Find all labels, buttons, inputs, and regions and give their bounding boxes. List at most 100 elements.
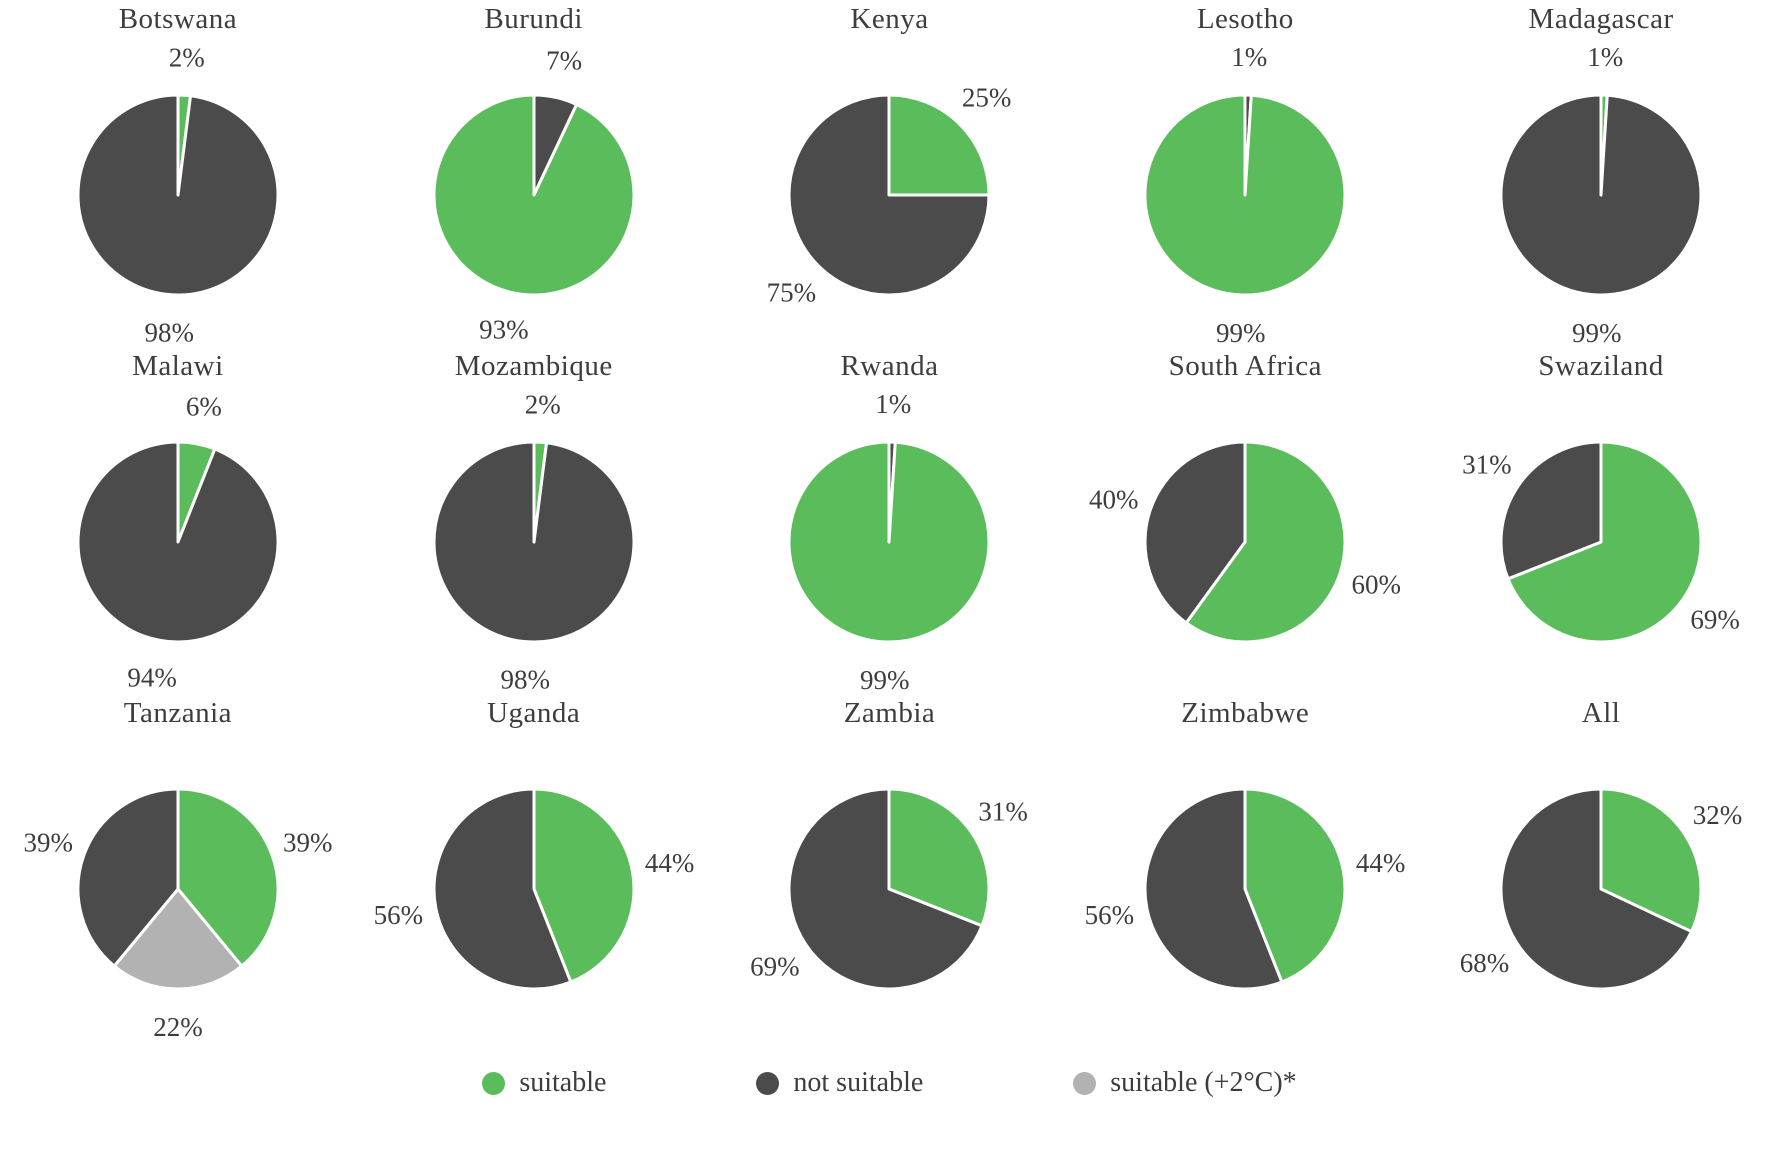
slice-percent-label: 99%: [1216, 318, 1266, 348]
pie-svg: 1% 99%: [1499, 42, 1703, 348]
pie-chart-burundi: Burundi 7% 93%: [356, 2, 712, 349]
slice-percent-label: 98%: [144, 318, 194, 348]
pie-chart-south-africa: South Africa 60% 40%: [1067, 349, 1423, 696]
pie-slice-suitable: [1599, 787, 1703, 934]
pie-slice-not-suitable: [787, 93, 991, 297]
slice-percent-label: 94%: [127, 663, 177, 693]
pie-slice-suitable: [787, 440, 991, 644]
pie-title: Zambia: [843, 697, 936, 729]
pie-svg: 7% 93%: [432, 45, 636, 345]
pie-grid: Botswana 2% 98% Burundi 7% 93% Kenya 25% 75% Leso…: [0, 2, 1779, 1043]
slice-percent-label: 31%: [979, 796, 1029, 826]
slice-percent-label: 99%: [1572, 318, 1622, 348]
pie-svg: 69% 31%: [1462, 440, 1740, 644]
pie-slice-not-suitable: [787, 787, 984, 991]
slice-percent-label: 1%: [1587, 42, 1623, 72]
pie-title: Tanzania: [123, 697, 233, 729]
pie-slice-suitable: [432, 93, 636, 297]
pie-chart-botswana: Botswana 2% 98%: [0, 2, 356, 349]
pie-chart-rwanda: Rwanda 1% 99%: [712, 349, 1068, 696]
pie-title: All: [1581, 697, 1621, 729]
not-suitable-color-dot-icon: [756, 1071, 780, 1095]
pie-svg: 2% 98%: [432, 389, 636, 695]
pie-slice-suitable: [176, 787, 280, 968]
slice-percent-label: 44%: [645, 848, 695, 878]
slice-percent-label: 56%: [373, 900, 423, 930]
suitable-color-dot-icon: [482, 1071, 506, 1095]
pie-slice-suitable: [1506, 440, 1703, 644]
legend-label-suitable: suitable: [519, 1067, 607, 1098]
pie-svg: 60% 40%: [1089, 440, 1402, 644]
slice-percent-label: 60%: [1352, 570, 1402, 600]
pie-chart-all: All 32% 68%: [1423, 696, 1779, 1043]
legend-label-suitable-plus2: suitable (+2°C)*: [1110, 1067, 1297, 1098]
slice-percent-label: 40%: [1089, 484, 1139, 514]
pie-slice-not-suitable: [76, 787, 180, 968]
pie-chart-tanzania: Tanzania 39% 22% 39%: [0, 696, 356, 1043]
pie-chart-madagascar: Madagascar 1% 99%: [1423, 2, 1779, 349]
pie-chart-mozambique: Mozambique 2% 98%: [356, 349, 712, 696]
pie-slice-not-suitable: [1499, 440, 1603, 581]
pie-svg: 1% 99%: [1143, 42, 1347, 348]
pie-title: Zimbabwe: [1181, 697, 1310, 729]
pie-chart-kenya: Kenya 25% 75%: [712, 2, 1068, 349]
legend-label-not-suitable: not suitable: [793, 1067, 924, 1098]
pie-svg: 6% 94%: [76, 391, 280, 693]
pie-title: Rwanda: [840, 350, 939, 382]
pie-title: Botswana: [118, 3, 238, 35]
pie-slice-suitable: [1243, 787, 1347, 984]
pie-chart-lesotho: Lesotho 1% 99%: [1067, 2, 1423, 349]
slice-percent-label: 68%: [1460, 948, 1510, 978]
pie-chart-uganda: Uganda 44% 56%: [356, 696, 712, 1043]
pie-svg: 39% 22% 39%: [23, 787, 333, 1042]
pie-slice-not-suitable: [1143, 787, 1284, 991]
pie-chart-zambia: Zambia 31% 69%: [712, 696, 1068, 1043]
slice-percent-label: 69%: [1690, 605, 1740, 635]
slice-percent-label: 39%: [283, 827, 333, 857]
pie-slice-suitable: [887, 787, 991, 928]
pie-title: Swaziland: [1538, 350, 1664, 382]
slice-percent-label: 1%: [1232, 42, 1268, 72]
pie-title: Malawi: [132, 350, 224, 382]
pie-slice-suitable-plus2: [112, 887, 244, 991]
slice-percent-label: 25%: [962, 82, 1012, 112]
slice-percent-label: 7%: [546, 45, 582, 75]
legend-item-not-suitable: not suitable: [756, 1067, 923, 1099]
slice-percent-label: 98%: [500, 665, 550, 695]
legend-item-suitable: suitable: [482, 1067, 606, 1099]
slice-percent-label: 2%: [524, 389, 560, 419]
pie-svg: 32% 68%: [1460, 787, 1743, 991]
pie-slice-not-suitable: [1499, 93, 1703, 297]
pie-title: Kenya: [850, 3, 929, 35]
pie-slice-suitable: [1185, 440, 1347, 644]
pie-title: Uganda: [487, 697, 581, 729]
pie-chart-zimbabwe: Zimbabwe 44% 56%: [1067, 696, 1423, 1043]
slice-percent-label: 39%: [23, 827, 73, 857]
pie-title: South Africa: [1168, 350, 1322, 382]
pie-slice-suitable: [532, 787, 636, 984]
pie-slice-suitable: [1143, 93, 1347, 297]
pie-title: Lesotho: [1196, 3, 1294, 35]
pie-svg: 31% 69%: [751, 787, 1029, 991]
pie-chart-malawi: Malawi 6% 94%: [0, 349, 356, 696]
slice-percent-label: 93%: [479, 315, 529, 345]
slice-percent-label: 1%: [876, 389, 912, 419]
pie-svg: 2% 98%: [76, 42, 280, 348]
slice-percent-label: 75%: [767, 278, 817, 308]
pie-slice-suitable: [887, 93, 991, 197]
slice-percent-label: 32%: [1693, 800, 1743, 830]
pie-chart-swaziland: Swaziland 69% 31%: [1423, 349, 1779, 696]
pie-svg: 25% 75%: [767, 82, 1012, 308]
pie-title: Madagascar: [1528, 3, 1674, 35]
slice-percent-label: 31%: [1462, 449, 1512, 479]
slice-percent-label: 56%: [1085, 900, 1135, 930]
pie-svg: 44% 56%: [373, 787, 695, 991]
pie-slice-not-suitable: [76, 440, 280, 644]
suitable-plus2-color-dot-icon: [1073, 1071, 1097, 1095]
pie-svg: 44% 56%: [1085, 787, 1406, 991]
slice-percent-label: 44%: [1356, 848, 1406, 878]
legend-item-suitable-plus2: suitable (+2°C)*: [1073, 1067, 1297, 1099]
pie-svg: 1% 99%: [787, 389, 991, 695]
pie-title: Burundi: [484, 3, 583, 35]
